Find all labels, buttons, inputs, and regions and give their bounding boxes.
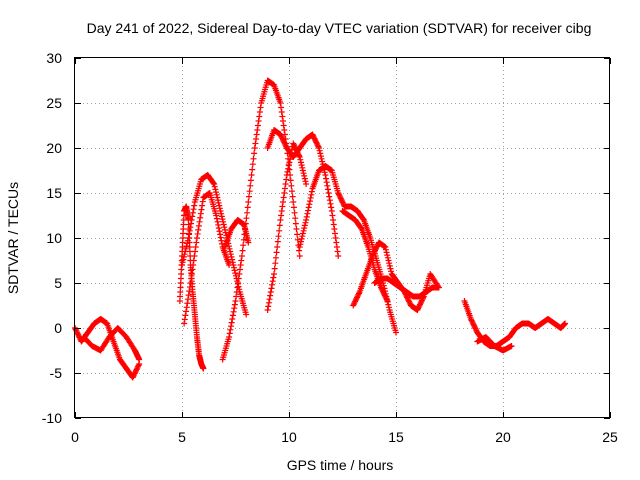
y-tick-label: -5 bbox=[50, 365, 63, 381]
x-tick-label: 5 bbox=[178, 429, 186, 445]
data-point-markers bbox=[371, 275, 442, 300]
x-tick-label: 0 bbox=[71, 429, 79, 445]
series-arc-i bbox=[264, 140, 310, 313]
series-arc-g bbox=[221, 217, 252, 250]
grid-lines bbox=[75, 58, 610, 418]
series-arc-m bbox=[371, 275, 442, 300]
x-axis-label: GPS time / hours bbox=[287, 457, 394, 473]
data-point-markers bbox=[181, 190, 233, 327]
data-point-markers bbox=[176, 203, 207, 372]
y-tick-label: 10 bbox=[46, 230, 62, 246]
y-tick-labels: -10 -5 0 5 10 15 20 25 30 bbox=[42, 50, 62, 426]
y-tick-label: 15 bbox=[46, 185, 62, 201]
y-tick-label: 5 bbox=[54, 275, 62, 291]
series-arc-o bbox=[474, 334, 515, 354]
y-tick-label: 25 bbox=[46, 95, 62, 111]
y-axis-label: SDTVAR / TECUs bbox=[5, 182, 21, 294]
series-arc-n bbox=[461, 298, 569, 349]
plot-frame bbox=[74, 57, 610, 418]
data-point-markers bbox=[461, 298, 569, 349]
series-arc-c bbox=[176, 203, 207, 372]
axis-ticks bbox=[75, 58, 611, 419]
x-tick-label: 15 bbox=[388, 429, 404, 445]
series-arc-b bbox=[80, 325, 143, 363]
series-arc-f bbox=[219, 77, 303, 363]
y-tick-label: -10 bbox=[42, 410, 62, 426]
data-point-markers bbox=[179, 172, 250, 318]
y-tick-label: 0 bbox=[54, 320, 62, 336]
data-point-markers bbox=[80, 325, 143, 363]
y-tick-label: 20 bbox=[46, 140, 62, 156]
data-point-markers bbox=[219, 77, 303, 363]
x-tick-label: 20 bbox=[495, 429, 511, 445]
series-arc-e bbox=[181, 190, 233, 327]
x-tick-label: 25 bbox=[602, 429, 618, 445]
data-point-markers bbox=[264, 140, 310, 313]
data-point-markers bbox=[474, 334, 515, 354]
y-tick-label: 30 bbox=[46, 50, 62, 66]
x-tick-labels: 0 5 10 15 20 25 bbox=[71, 429, 618, 445]
x-tick-label: 10 bbox=[281, 429, 297, 445]
series-arc-d bbox=[179, 172, 250, 318]
chart-title: Day 241 of 2022, Sidereal Day-to-day VTE… bbox=[87, 20, 592, 36]
data-marks bbox=[72, 77, 569, 381]
data-point-markers bbox=[221, 217, 252, 250]
